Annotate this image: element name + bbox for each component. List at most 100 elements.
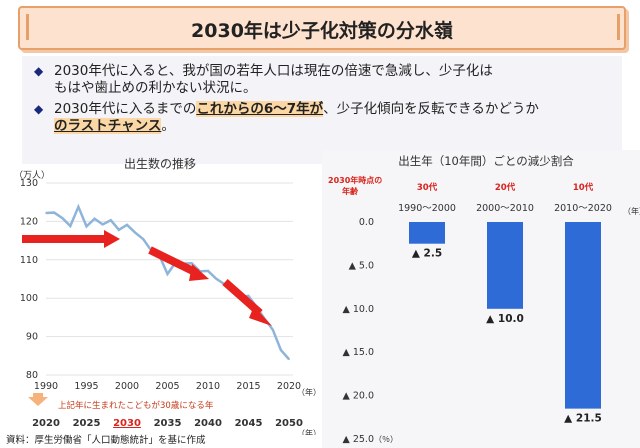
bullet-2-text-a: 2030年代に入るまでの xyxy=(54,101,197,117)
x-tick-labels: 1990 1995 2000 2005 2010 2015 2020 xyxy=(34,381,301,392)
bullet-1-line-2: もはや歯止めの利かない状況に。 xyxy=(54,80,257,96)
y-tick-label: 130 xyxy=(20,178,38,189)
x-tick-label: 2015 xyxy=(236,381,260,392)
y-tick-label: ▲ 5.0 xyxy=(349,260,374,271)
red-arrow-2 xyxy=(148,246,209,281)
births-data-point xyxy=(215,277,217,280)
x-tick-label: 2020 xyxy=(277,381,301,392)
source-note: 資料：厚生労働省「人口動態統計」を基に作成 xyxy=(6,435,206,446)
age-label: 20代 xyxy=(495,182,516,193)
decline-rate-bar-chart: 出生年（10年間）ごとの減少割合 2030年時点の 年齢 30代 20代 10代 1… xyxy=(322,150,640,448)
bullet-box: ◆ 2030年代に入ると、我が国の若年人口は現在の倍速で急減し、少子化は もはや… xyxy=(22,56,622,164)
y-tick-label: 0.0 xyxy=(359,217,374,228)
births-data-point xyxy=(69,225,72,227)
bullet-diamond-icon: ◆ xyxy=(34,102,44,116)
age-row-label-line-1: 2030年時点の xyxy=(328,175,382,185)
births-data-point xyxy=(134,231,136,234)
thirty-year-axis-labels: 2020 2025 2030 2035 2040 2045 2050 xyxy=(32,418,303,429)
y-tick-label: 110 xyxy=(20,255,38,266)
decline-bar xyxy=(409,222,445,244)
y-axis-label: （％） xyxy=(374,435,398,444)
y-tick-label: 90 xyxy=(26,332,38,343)
y-tick-labels: 80 90 100 110 120 130 xyxy=(20,178,38,381)
bullet-2-text-b: 、少子化傾向を反転できるかどうか xyxy=(323,101,539,117)
thirty-year-label: 2035 xyxy=(154,418,182,429)
y-tick-label: ▲ 15.0 xyxy=(343,347,374,358)
births-data-point xyxy=(77,206,80,208)
bullet-2-highlight-b: のラストチャンス xyxy=(54,118,162,134)
bullet-diamond-icon: ◆ xyxy=(34,64,44,78)
period-labels: 1990～2000 2000～2010 2010～2020 xyxy=(398,203,612,214)
decline-arrows xyxy=(22,230,272,326)
decline-bar xyxy=(565,222,601,409)
period-label: 2010～2020 xyxy=(554,203,612,214)
age-labels: 30代 20代 10代 xyxy=(417,182,594,193)
down-arrow-icon xyxy=(28,393,48,406)
x-axis-label: （年） xyxy=(623,206,640,216)
y-axis-label: （万人） xyxy=(14,170,50,181)
bar-value-label: ▲ 10.0 xyxy=(486,313,524,325)
chart-title: 出生数の推移 xyxy=(124,156,196,171)
births-data-point xyxy=(166,273,169,275)
births-data-point xyxy=(101,223,104,226)
decline-bar xyxy=(487,222,523,309)
x-tick-label: 2010 xyxy=(196,381,220,392)
bullet-2-text-c: 。 xyxy=(161,118,175,134)
births-data-point xyxy=(272,328,274,331)
x-tick-label: 2005 xyxy=(155,381,179,392)
births-data-point xyxy=(53,211,55,214)
y-tick-label: ▲ 20.0 xyxy=(343,391,374,402)
births-data-point xyxy=(126,224,128,226)
thirty-year-label: 2025 xyxy=(73,418,101,429)
x-tick-label: 1995 xyxy=(74,381,98,392)
red-arrow-3 xyxy=(222,279,272,326)
births-data-point xyxy=(110,219,112,222)
age-row-label-line-2: 年齢 xyxy=(342,186,359,196)
thirty-year-label: 2030 xyxy=(113,418,141,429)
x2-note: 上記年に生まれたこどもが30歳になる年 xyxy=(58,400,214,411)
x2-axis-label: （年） xyxy=(297,428,320,435)
births-data-point xyxy=(61,217,63,219)
births-data-point xyxy=(142,238,144,240)
bar-value-label: ▲ 21.5 xyxy=(564,413,602,425)
y-tick-label: 80 xyxy=(26,370,38,381)
y-tick-label: ▲ 10.0 xyxy=(343,304,374,315)
births-data-point xyxy=(93,217,96,220)
births-data-point xyxy=(207,270,209,272)
period-label: 2000～2010 xyxy=(476,203,534,214)
x-axis-label: （年） xyxy=(297,387,320,397)
age-label: 10代 xyxy=(573,182,594,193)
births-data-point xyxy=(288,358,290,361)
thirty-year-label: 2040 xyxy=(194,418,222,429)
bullet-1-line-1: 2030年代に入ると、我が国の若年人口は現在の倍速で急減し、少子化は xyxy=(54,63,493,79)
bars xyxy=(409,222,601,409)
y-gridlines xyxy=(46,182,293,376)
x-tick-label: 1990 xyxy=(34,381,58,392)
bullet-2-highlight-a: これからの6～7年が xyxy=(196,101,324,117)
bar-value-labels: ▲ 2.5 ▲ 10.0 ▲ 21.5 xyxy=(412,248,602,425)
title-banner: 2030年は少子化対策の分水嶺 xyxy=(18,6,626,50)
y-tick-label: 100 xyxy=(20,293,38,304)
thirty-year-label: 2020 xyxy=(32,418,60,429)
births-data-point xyxy=(191,262,193,265)
births-data-point xyxy=(280,349,282,351)
period-label: 1990～2000 xyxy=(398,203,456,214)
red-arrow-1 xyxy=(22,230,120,248)
births-data-point xyxy=(247,295,250,297)
births-data-point xyxy=(45,212,47,214)
y-tick-label: 120 xyxy=(20,216,38,227)
births-data-point xyxy=(85,225,88,228)
chart-title: 出生年（10年間）ごとの減少割合 xyxy=(398,154,574,168)
y-tick-labels: 0.0 ▲ 5.0 ▲ 10.0 ▲ 15.0 ▲ 20.0 ▲ 25.0 xyxy=(343,217,374,445)
title-banner-inner xyxy=(26,14,620,40)
page-title: 2030年は少子化対策の分水嶺 xyxy=(191,20,453,42)
births-data-point xyxy=(118,229,120,231)
births-line-chart: 出生数の推移 （万人） 80 90 100 110 120 130 1990 1995 200… xyxy=(14,156,320,435)
age-label: 30代 xyxy=(417,182,438,193)
y-tick-label: ▲ 25.0 xyxy=(343,434,374,445)
bullet-2-line-1: 2030年代に入るまでのこれからの6～7年が、少子化傾向を反転できるかどうか xyxy=(54,101,539,118)
thirty-year-label: 2050 xyxy=(275,418,303,429)
bar-value-label: ▲ 2.5 xyxy=(412,248,442,260)
bullet-2-line-2: のラストチャンス。 xyxy=(54,118,175,135)
thirty-year-label: 2045 xyxy=(235,418,263,429)
